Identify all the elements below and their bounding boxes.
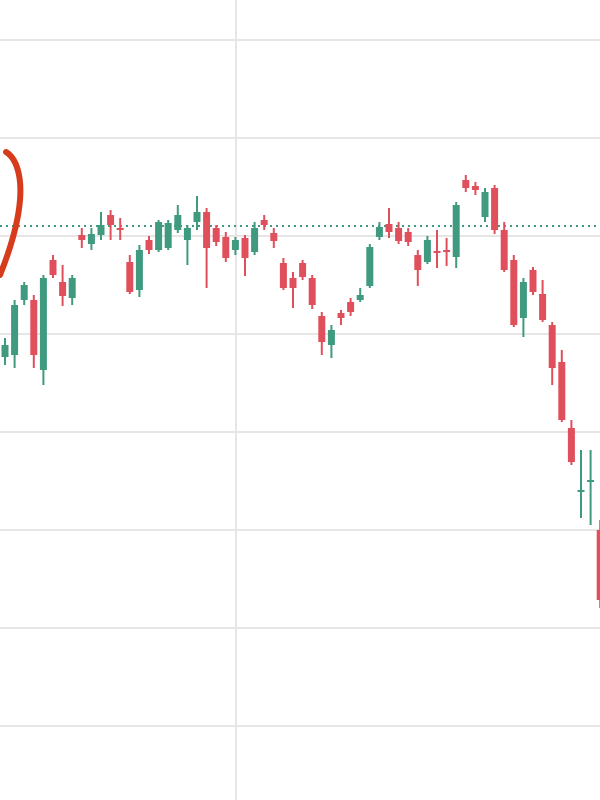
candle-body bbox=[183, 228, 191, 240]
candle-body bbox=[519, 282, 527, 318]
candle-body bbox=[107, 215, 115, 225]
candle-body bbox=[347, 302, 355, 312]
candle-body bbox=[481, 192, 489, 217]
candle-body bbox=[155, 222, 163, 250]
candle-body bbox=[222, 237, 230, 258]
candle-body bbox=[395, 228, 403, 241]
candle-body bbox=[231, 240, 239, 250]
candle-body bbox=[414, 255, 422, 270]
candle-body bbox=[567, 428, 575, 462]
candle-body bbox=[385, 224, 393, 232]
candle-body bbox=[212, 228, 220, 242]
candle-body bbox=[11, 305, 19, 355]
candle-body bbox=[577, 490, 585, 492]
candle-body bbox=[30, 300, 38, 355]
candle-body bbox=[548, 325, 556, 368]
candle-body bbox=[260, 220, 268, 225]
candle-body bbox=[433, 251, 441, 253]
candle-body bbox=[510, 260, 518, 325]
candle-body bbox=[471, 186, 479, 190]
candle-body bbox=[20, 285, 28, 300]
candle-body bbox=[500, 230, 508, 270]
candle-body bbox=[356, 295, 364, 300]
candle-body bbox=[87, 234, 95, 244]
annotation-stroke bbox=[0, 149, 24, 278]
candle-body bbox=[308, 278, 316, 305]
candle-body bbox=[193, 212, 201, 222]
candle-body bbox=[366, 247, 374, 286]
candle-body bbox=[49, 260, 57, 275]
candle-body bbox=[97, 225, 105, 235]
candle-body bbox=[558, 362, 566, 420]
candle-body bbox=[318, 316, 326, 342]
candle-body bbox=[203, 212, 211, 248]
candle-body bbox=[529, 270, 537, 292]
candle-body bbox=[270, 233, 278, 241]
candle-body bbox=[491, 188, 499, 230]
candle-body bbox=[423, 240, 431, 262]
candle-body bbox=[39, 278, 47, 370]
candle-body bbox=[337, 313, 345, 318]
candle-body bbox=[241, 238, 249, 258]
candle-body bbox=[174, 215, 182, 230]
candle-body bbox=[404, 232, 412, 242]
candle-body bbox=[587, 480, 595, 482]
candle-body bbox=[279, 263, 287, 288]
candle-body bbox=[59, 282, 67, 296]
candle-body bbox=[327, 330, 335, 345]
candle-body bbox=[539, 294, 547, 320]
candle-body bbox=[164, 223, 172, 248]
candle-body bbox=[135, 250, 143, 290]
candle-body bbox=[251, 228, 259, 252]
candle-body bbox=[299, 263, 307, 277]
candle-body bbox=[145, 240, 153, 250]
candle-body bbox=[68, 278, 76, 298]
candle-body bbox=[1, 345, 9, 357]
candle-body bbox=[126, 262, 134, 292]
candle-body bbox=[452, 205, 460, 257]
candle-body bbox=[375, 227, 383, 237]
candle-body bbox=[78, 235, 86, 240]
candle-body bbox=[289, 278, 297, 288]
candle-body bbox=[116, 228, 124, 230]
candle-body bbox=[596, 530, 600, 600]
candle-body bbox=[462, 180, 470, 188]
candles bbox=[1, 175, 600, 608]
candle-body bbox=[443, 250, 451, 252]
